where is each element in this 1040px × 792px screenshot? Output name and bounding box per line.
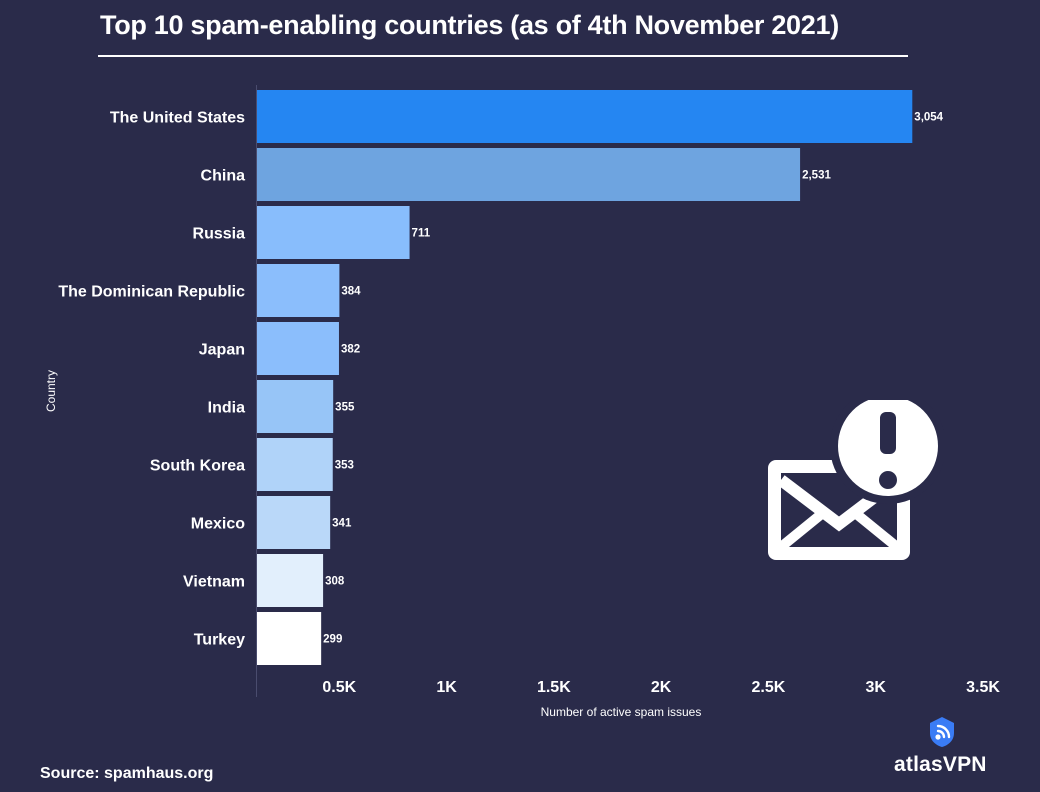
data-label: 3,054 — [914, 112, 943, 124]
x-tick-label: 0.5K — [322, 679, 356, 696]
bar-8 — [257, 496, 331, 549]
category-label: South Korea — [150, 458, 245, 475]
data-label: 711 — [412, 228, 431, 240]
bar-5 — [257, 322, 339, 375]
bar-2 — [257, 148, 801, 201]
category-label: India — [208, 400, 245, 417]
data-label: 353 — [335, 460, 354, 472]
x-axis-title: Number of active spam issues — [541, 705, 702, 719]
data-label: 299 — [323, 634, 342, 646]
x-tick-label: 2K — [651, 679, 672, 696]
source-note: Source: spamhaus.org — [40, 765, 214, 782]
bar-1 — [257, 90, 913, 143]
x-tick-label: 3.5K — [966, 679, 1000, 696]
bar-3 — [257, 206, 410, 259]
brand-name: atlasVPN — [894, 753, 987, 776]
data-label: 355 — [335, 402, 355, 414]
category-label: Turkey — [194, 632, 245, 649]
atlasvpn-logo: atlasVPN — [894, 716, 994, 776]
data-label: 308 — [325, 576, 345, 588]
chart-title: Top 10 spam-enabling countries (as of 4t… — [100, 10, 839, 40]
x-tick-label: 2.5K — [752, 679, 786, 696]
data-label: 382 — [341, 344, 360, 356]
x-tick-label: 1K — [436, 679, 457, 696]
category-label: The Dominican Republic — [58, 284, 245, 301]
category-label: Vietnam — [183, 574, 245, 591]
bar-9 — [257, 554, 324, 607]
category-label: Mexico — [191, 516, 245, 533]
category-label: Russia — [193, 226, 246, 243]
y-axis-title: Country — [44, 370, 58, 412]
bar-6 — [257, 380, 334, 433]
data-label: 2,531 — [802, 170, 831, 182]
bar-7 — [257, 438, 333, 491]
category-label: The United States — [110, 110, 245, 127]
category-label: Japan — [199, 342, 245, 359]
category-label: China — [201, 168, 246, 185]
atlasvpn-logo-icon — [930, 717, 954, 747]
x-tick-label: 1.5K — [537, 679, 571, 696]
data-label: 341 — [332, 518, 352, 530]
bar-4 — [257, 264, 340, 317]
x-tick-label: 3K — [865, 679, 886, 696]
data-label: 384 — [341, 286, 361, 298]
title-underline — [98, 55, 908, 57]
bar-10 — [257, 612, 322, 665]
spam-mail-alert-icon — [768, 400, 944, 560]
